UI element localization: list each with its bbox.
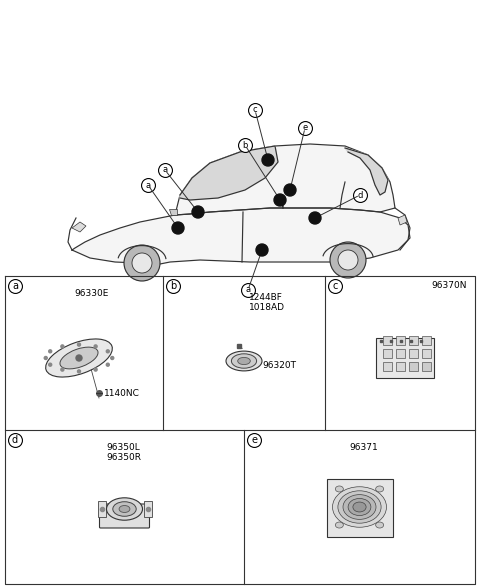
Bar — [383, 362, 392, 371]
Ellipse shape — [353, 502, 366, 512]
Bar — [396, 362, 405, 371]
Bar — [422, 362, 431, 371]
Circle shape — [94, 345, 97, 348]
Text: 96330E: 96330E — [74, 289, 108, 298]
Text: 96350R: 96350R — [107, 454, 142, 462]
Text: a: a — [162, 165, 168, 175]
Text: a: a — [245, 285, 251, 295]
Circle shape — [77, 370, 81, 373]
Text: 1244BF: 1244BF — [249, 294, 283, 302]
Bar — [396, 336, 405, 345]
Bar — [409, 362, 418, 371]
Bar — [326, 479, 393, 537]
Ellipse shape — [231, 354, 257, 368]
Circle shape — [106, 363, 109, 366]
Ellipse shape — [376, 486, 384, 492]
Circle shape — [172, 222, 184, 234]
Text: d: d — [357, 190, 363, 199]
Text: b: b — [170, 281, 176, 291]
Circle shape — [106, 350, 109, 353]
Ellipse shape — [338, 491, 381, 523]
Bar — [409, 349, 418, 358]
Polygon shape — [345, 148, 388, 195]
Text: 96370N: 96370N — [432, 281, 467, 291]
Circle shape — [44, 356, 47, 359]
Text: b: b — [242, 141, 248, 149]
Bar — [409, 336, 418, 345]
FancyBboxPatch shape — [99, 504, 149, 528]
Circle shape — [338, 250, 358, 270]
Circle shape — [124, 245, 160, 281]
Bar — [376, 338, 434, 378]
Text: c: c — [332, 281, 338, 291]
Text: 96320T: 96320T — [262, 362, 296, 370]
Polygon shape — [169, 209, 177, 215]
Circle shape — [111, 356, 114, 359]
Ellipse shape — [226, 351, 262, 371]
Circle shape — [274, 194, 286, 206]
Polygon shape — [175, 144, 395, 215]
Bar — [97, 501, 106, 517]
Bar — [383, 349, 392, 358]
Circle shape — [77, 343, 81, 346]
Circle shape — [61, 368, 64, 371]
Text: a: a — [145, 180, 151, 189]
Text: a: a — [12, 281, 18, 291]
Text: 96350L: 96350L — [107, 444, 140, 452]
Ellipse shape — [343, 495, 376, 519]
Ellipse shape — [336, 522, 343, 528]
Ellipse shape — [113, 502, 136, 516]
Bar — [422, 336, 431, 345]
Circle shape — [76, 355, 82, 361]
Ellipse shape — [60, 347, 98, 369]
Bar — [396, 349, 405, 358]
Bar — [383, 336, 392, 345]
Circle shape — [284, 184, 296, 196]
Circle shape — [256, 244, 268, 256]
Polygon shape — [398, 215, 407, 225]
Bar — [144, 501, 152, 517]
Text: c: c — [252, 105, 257, 114]
Ellipse shape — [336, 486, 343, 492]
Ellipse shape — [107, 498, 143, 520]
Text: 96371: 96371 — [349, 444, 378, 452]
Polygon shape — [72, 222, 86, 232]
Circle shape — [192, 206, 204, 218]
Bar — [422, 349, 431, 358]
Text: 1018AD: 1018AD — [249, 304, 285, 312]
Circle shape — [330, 242, 366, 278]
Ellipse shape — [376, 522, 384, 528]
Text: 1140NC: 1140NC — [104, 389, 140, 397]
Circle shape — [48, 350, 52, 353]
Ellipse shape — [333, 487, 386, 527]
Circle shape — [61, 345, 64, 348]
Polygon shape — [180, 146, 278, 200]
Text: e: e — [302, 124, 308, 132]
Circle shape — [94, 368, 97, 371]
Circle shape — [48, 363, 52, 366]
Circle shape — [132, 253, 152, 273]
Circle shape — [309, 212, 321, 224]
Text: d: d — [12, 435, 18, 445]
Ellipse shape — [238, 357, 250, 364]
Ellipse shape — [46, 339, 112, 377]
Text: e: e — [251, 435, 257, 445]
Ellipse shape — [348, 499, 371, 516]
Ellipse shape — [119, 506, 130, 513]
Polygon shape — [72, 208, 410, 264]
Circle shape — [262, 154, 274, 166]
